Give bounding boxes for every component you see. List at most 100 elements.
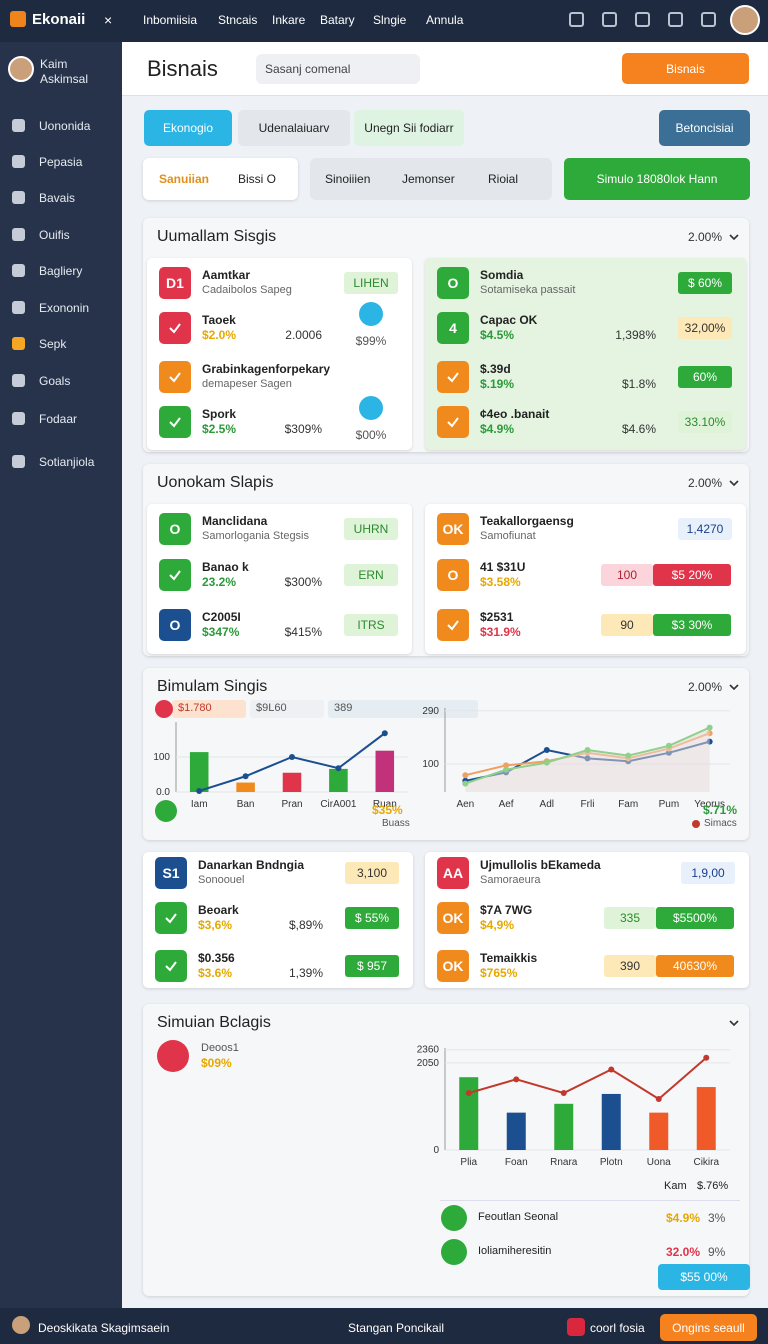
footer-text[interactable]: coorl fosia bbox=[590, 1321, 645, 1335]
sidebar-item[interactable]: Goals bbox=[39, 374, 71, 388]
point bbox=[196, 787, 203, 794]
logo[interactable]: Ekonaii bbox=[32, 11, 86, 28]
chart-legend: Simacs bbox=[704, 818, 737, 829]
chevron bbox=[729, 684, 739, 691]
nav-item[interactable]: Batary bbox=[320, 13, 355, 27]
filter[interactable]: Sinoiiien bbox=[325, 172, 371, 186]
list-icon bbox=[441, 1205, 467, 1231]
nav-item[interactable]: Slngie bbox=[373, 13, 407, 27]
list-title: Ioliamiheresitin bbox=[478, 1245, 552, 1257]
bar bbox=[696, 1087, 716, 1150]
row-title: $0.356 bbox=[198, 951, 235, 965]
filter[interactable]: Rioial bbox=[488, 172, 519, 186]
sidebar-item[interactable]: Bagliery bbox=[39, 264, 83, 278]
nav-item[interactable]: Stncais bbox=[218, 13, 258, 27]
chip: $9L60 bbox=[250, 700, 324, 718]
bar bbox=[649, 1112, 669, 1150]
chart-extra: $35% bbox=[372, 803, 403, 817]
badge: 100 bbox=[601, 564, 653, 586]
row-metric: $4.6% bbox=[621, 422, 656, 436]
footer-bar bbox=[0, 1308, 768, 1344]
badge-icon bbox=[359, 302, 383, 326]
y-tick-label: 100 bbox=[153, 752, 170, 763]
chevron-line bbox=[729, 1020, 739, 1027]
toolbar-button[interactable]: Betoncisiai bbox=[659, 110, 750, 146]
point bbox=[462, 772, 469, 779]
sidebar-item[interactable]: Sotianjiola bbox=[39, 455, 95, 469]
x-tick-label: Iam bbox=[191, 799, 208, 810]
nav-icon bbox=[635, 12, 650, 27]
search-box[interactable]: Sasanj comenal bbox=[256, 54, 420, 84]
sidebar-item[interactable]: Fodaar bbox=[39, 412, 78, 426]
x-tick-label: Pran bbox=[281, 799, 302, 810]
nav-icon bbox=[701, 12, 716, 27]
item-value: $09% bbox=[201, 1056, 232, 1070]
nav-item[interactable]: Inbomiisia bbox=[143, 13, 198, 27]
toolbar-button[interactable]: Ekonogio bbox=[144, 110, 232, 146]
sidebar-icon bbox=[12, 455, 25, 468]
sidebar-item[interactable]: Bavais bbox=[39, 191, 76, 205]
row-subtitle: Sotamiseka passait bbox=[480, 284, 576, 296]
badge: $ 55% bbox=[345, 907, 399, 929]
sidebar-icon bbox=[12, 228, 25, 241]
y-tick-label: 0 bbox=[433, 1145, 439, 1156]
row-metric: $309% bbox=[284, 422, 322, 436]
sidebar-item[interactable]: Exononin bbox=[39, 301, 90, 315]
float-badge[interactable]: $55 00% bbox=[658, 1264, 750, 1290]
action-button[interactable]: Simulo 18080lok Hann bbox=[564, 158, 750, 200]
chevron-line bbox=[729, 684, 739, 691]
chevron-line bbox=[729, 480, 739, 487]
header-button[interactable]: Bisnais bbox=[622, 53, 749, 84]
row-subtitle: Cadaibolos Sapeg bbox=[202, 284, 292, 296]
footer-text: Deoskikata Skagimsaein bbox=[38, 1321, 170, 1335]
row-title: ¢4eo .banait bbox=[480, 407, 550, 421]
close-button[interactable]: × bbox=[104, 12, 113, 28]
nav-item[interactable]: Annula bbox=[426, 13, 464, 27]
sidebar-item[interactable]: Sepk bbox=[39, 337, 67, 351]
icon bbox=[155, 950, 187, 982]
point bbox=[655, 1095, 662, 1102]
row-value: $4.9% bbox=[480, 422, 515, 436]
sidebar-item[interactable]: Uononida bbox=[39, 119, 91, 133]
section-percent: 2.00% bbox=[687, 230, 722, 244]
row-title: Danarkan Bndngia bbox=[198, 858, 305, 872]
footer-button[interactable]: Ongins seaull bbox=[660, 1314, 757, 1341]
chart: 0.0 100 Iam Ban Pran CirA001 Ruan bbox=[153, 722, 408, 810]
filter-group bbox=[310, 158, 552, 200]
tab[interactable]: Bissi O bbox=[238, 172, 277, 186]
icon bbox=[159, 559, 191, 591]
badge: 1,9,00 bbox=[681, 862, 735, 884]
badge: UHRN bbox=[344, 518, 398, 540]
sidebar-item[interactable]: Pepasia bbox=[39, 155, 83, 169]
toolbar-button[interactable]: Unegn Sii fodiarr bbox=[354, 110, 464, 146]
point bbox=[503, 766, 510, 773]
row-value: $3.58% bbox=[480, 575, 521, 589]
summary-label: Kam bbox=[664, 1180, 687, 1192]
badge: LIHEN bbox=[344, 272, 398, 294]
nav-icon bbox=[668, 12, 683, 27]
filter[interactable]: Jemonser bbox=[402, 172, 455, 186]
dropdown[interactable]: Udenalaiuarv bbox=[238, 110, 350, 146]
y-tick-label: 100 bbox=[422, 759, 439, 770]
chevron bbox=[729, 1020, 739, 1027]
tab[interactable]: Sanuiian bbox=[159, 172, 210, 186]
badge: ERN bbox=[344, 564, 398, 586]
sidebar-item[interactable]: Ouifis bbox=[39, 228, 70, 242]
chevron-line bbox=[729, 234, 739, 241]
item-title: Deoos1 bbox=[201, 1042, 239, 1054]
badge: 32,00% bbox=[678, 317, 732, 339]
point bbox=[706, 724, 713, 731]
chart: 100 290 Aen Aef Adl Frli Fam Pum Yeorus bbox=[422, 706, 730, 810]
nav-item[interactable]: Inkare bbox=[272, 13, 306, 27]
bar bbox=[459, 1077, 479, 1150]
point bbox=[289, 754, 295, 760]
avatar[interactable] bbox=[730, 5, 760, 35]
badge: 60% bbox=[678, 366, 732, 388]
row-value: $31.9% bbox=[480, 625, 521, 639]
tabs bbox=[143, 158, 298, 200]
sidebar-icon bbox=[12, 374, 25, 387]
user-name: Kaim bbox=[40, 57, 68, 71]
section-title: Uumallam Sisgis bbox=[157, 228, 277, 245]
x-tick-label: Adl bbox=[540, 799, 554, 810]
x-tick-label: Aen bbox=[456, 799, 474, 810]
